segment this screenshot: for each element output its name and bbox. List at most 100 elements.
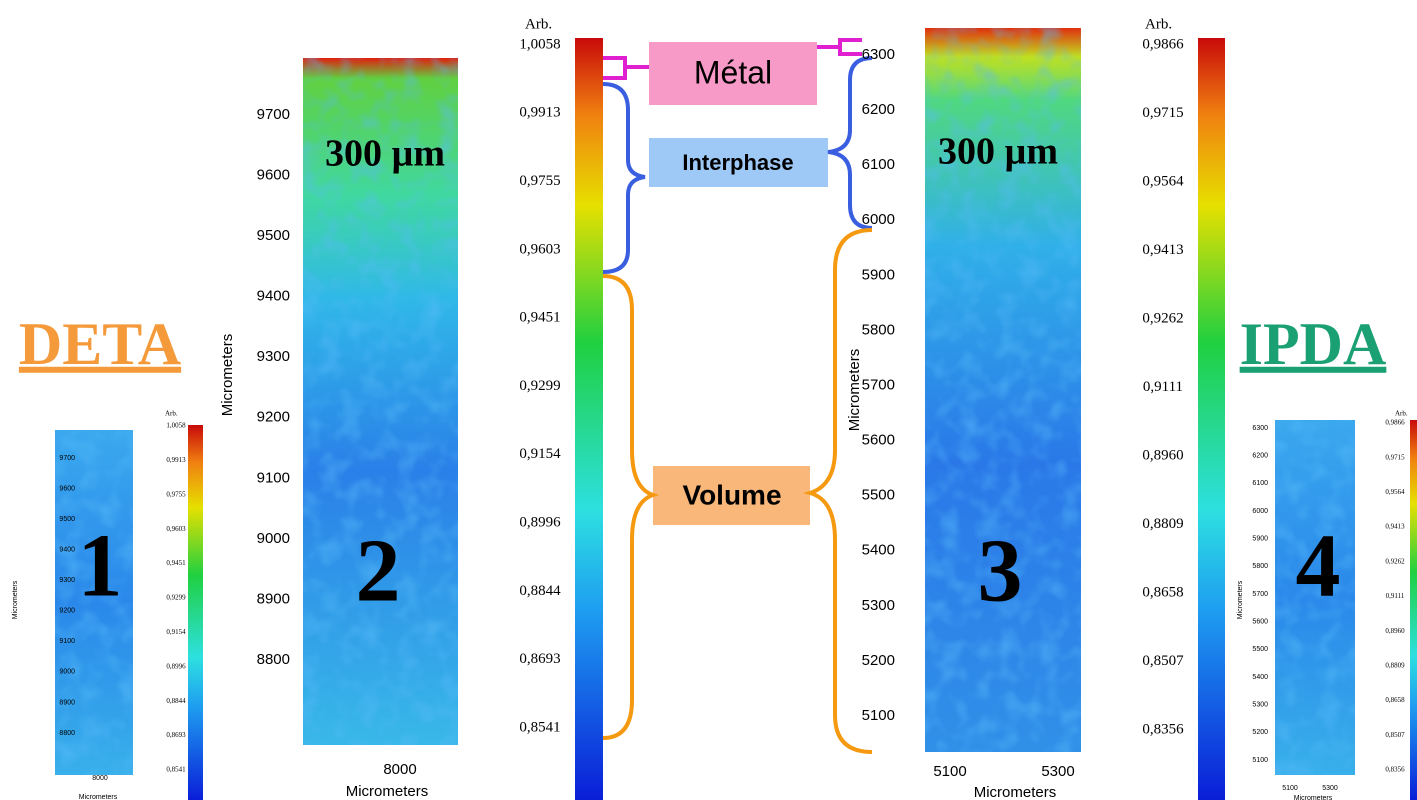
y-tick-label: 5400 bbox=[862, 542, 895, 559]
colorbar-tick-label: 0,8809 bbox=[1385, 662, 1405, 670]
colorbar-tick-label: 0,9154 bbox=[519, 446, 561, 462]
y-tick-label: 5100 bbox=[1252, 757, 1268, 764]
colorbar-tick-label: 0,9603 bbox=[519, 241, 560, 257]
metal-bracket bbox=[603, 56, 649, 80]
y-tick-label: 5300 bbox=[862, 597, 895, 614]
y-tick-label: 5300 bbox=[1252, 702, 1268, 709]
deta-label: DETA bbox=[19, 311, 181, 377]
y-tick-label: 9000 bbox=[257, 530, 290, 547]
y-tick-label: 9600 bbox=[59, 485, 75, 492]
colorbar-tick-label: 0,8960 bbox=[1142, 447, 1183, 463]
metal-bracket bbox=[817, 38, 862, 56]
x-tick-label: 8000 bbox=[92, 775, 108, 782]
metal-box bbox=[649, 42, 817, 105]
y-axis-label: Micrometers bbox=[12, 580, 19, 619]
volume-bracket bbox=[803, 228, 873, 754]
colorbar-tick-label: 0,8507 bbox=[1385, 731, 1405, 739]
y-tick-label: 5400 bbox=[1252, 674, 1268, 681]
heatmap-texture bbox=[303, 58, 458, 745]
y-tick-label: 5800 bbox=[862, 321, 895, 338]
colorbar-tick-label: 0,8844 bbox=[166, 697, 186, 705]
y-tick-label: 6000 bbox=[1252, 508, 1268, 515]
colorbar-tick-label: 0,8356 bbox=[1142, 721, 1184, 737]
y-tick-label: 9400 bbox=[59, 547, 75, 554]
colorbar-title: Arb. bbox=[1395, 410, 1408, 418]
colorbar-tick-label: 0,9913 bbox=[166, 456, 186, 464]
colorbar-tick-label: 0,8996 bbox=[519, 515, 561, 531]
x-axis-label: Micrometers bbox=[79, 794, 118, 800]
colorbar-tick-label: 0,9154 bbox=[166, 628, 186, 636]
y-tick-label: 9700 bbox=[59, 455, 75, 462]
y-tick-label: 8800 bbox=[59, 730, 75, 737]
heatmap-texture bbox=[1275, 420, 1355, 775]
y-tick-label: 9300 bbox=[59, 577, 75, 584]
heatmap-texture bbox=[925, 28, 1081, 752]
colorbar-tick-label: 0,8693 bbox=[166, 731, 186, 739]
panel-number: 1 bbox=[78, 517, 123, 616]
panel-number: 3 bbox=[978, 522, 1023, 621]
colorbar-tick-label: 0,8996 bbox=[166, 662, 186, 670]
interphase-bracket bbox=[602, 82, 646, 274]
y-tick-label: 6100 bbox=[862, 156, 895, 173]
ipda-label: IPDA bbox=[1240, 311, 1387, 377]
colorbar-tick-label: 0,9299 bbox=[166, 594, 186, 602]
x-tick-label: 5300 bbox=[1041, 763, 1074, 780]
colorbar-tick-label: 0,8960 bbox=[1385, 627, 1405, 635]
colorbar bbox=[188, 425, 203, 800]
y-tick-label: 5600 bbox=[862, 432, 895, 449]
y-tick-label: 9100 bbox=[257, 469, 290, 486]
colorbar-tick-label: 0,8507 bbox=[1142, 653, 1184, 669]
y-tick-label: 5100 bbox=[862, 707, 895, 724]
colorbar-title: Arb. bbox=[165, 410, 178, 418]
y-axis-label: Micrometers bbox=[846, 349, 863, 432]
colorbar-tick-label: 1,0058 bbox=[166, 422, 186, 430]
volume-bracket bbox=[602, 274, 660, 740]
scale-label: 300 µm bbox=[938, 131, 1058, 173]
y-tick-label: 5700 bbox=[1252, 591, 1268, 598]
colorbar-tick-label: 0,9715 bbox=[1142, 105, 1183, 121]
y-tick-label: 6300 bbox=[1252, 425, 1268, 432]
colorbar-title: Arb. bbox=[525, 16, 552, 32]
y-tick-label: 5200 bbox=[1252, 729, 1268, 736]
colorbar-tick-label: 0,9564 bbox=[1385, 488, 1405, 496]
y-tick-label: 6200 bbox=[1252, 453, 1268, 460]
y-tick-label: 6200 bbox=[862, 101, 895, 118]
colorbar-tick-label: 0,9715 bbox=[1385, 453, 1405, 461]
y-tick-label: 9100 bbox=[59, 638, 75, 645]
colorbar bbox=[1198, 38, 1225, 800]
colorbar bbox=[1410, 420, 1417, 800]
colorbar-tick-label: 0,8541 bbox=[166, 766, 186, 774]
colorbar-title: Arb. bbox=[1145, 16, 1172, 32]
y-tick-label: 9700 bbox=[257, 106, 290, 123]
colorbar-tick-label: 0,9564 bbox=[1142, 173, 1184, 189]
y-tick-label: 9600 bbox=[257, 167, 290, 184]
colorbar-tick-label: 0,9866 bbox=[1385, 419, 1405, 427]
heatmap-texture bbox=[55, 430, 133, 775]
colorbar-tick-label: 0,9413 bbox=[1142, 242, 1183, 258]
y-tick-label: 8800 bbox=[257, 651, 290, 668]
colorbar-tick-label: 0,8809 bbox=[1142, 516, 1183, 532]
y-tick-label: 9300 bbox=[257, 348, 290, 365]
metal-label: Métal bbox=[694, 54, 772, 90]
y-tick-label: 6300 bbox=[862, 46, 895, 63]
colorbar-tick-label: 0,9451 bbox=[166, 559, 186, 567]
y-tick-label: 9000 bbox=[59, 669, 75, 676]
colorbar-tick-label: 0,9603 bbox=[166, 525, 186, 533]
y-tick-label: 5500 bbox=[862, 487, 895, 504]
interphase-box bbox=[649, 138, 828, 187]
colorbar-tick-label: 0,9111 bbox=[1386, 592, 1405, 600]
colorbar-tick-label: 1,0058 bbox=[519, 36, 560, 52]
y-tick-label: 5600 bbox=[1252, 619, 1268, 626]
y-tick-label: 8900 bbox=[257, 590, 290, 607]
colorbar-tick-label: 0,9913 bbox=[519, 105, 560, 121]
colorbar-tick-label: 0,9262 bbox=[1385, 557, 1405, 565]
y-tick-label: 6000 bbox=[862, 211, 895, 228]
volume-box bbox=[653, 466, 810, 525]
x-tick-label: 8000 bbox=[383, 761, 416, 778]
interphase-label: Interphase bbox=[682, 150, 793, 175]
y-tick-label: 9500 bbox=[59, 516, 75, 523]
x-axis-label: Micrometers bbox=[346, 783, 429, 800]
colorbar-tick-label: 0,9755 bbox=[166, 490, 186, 498]
